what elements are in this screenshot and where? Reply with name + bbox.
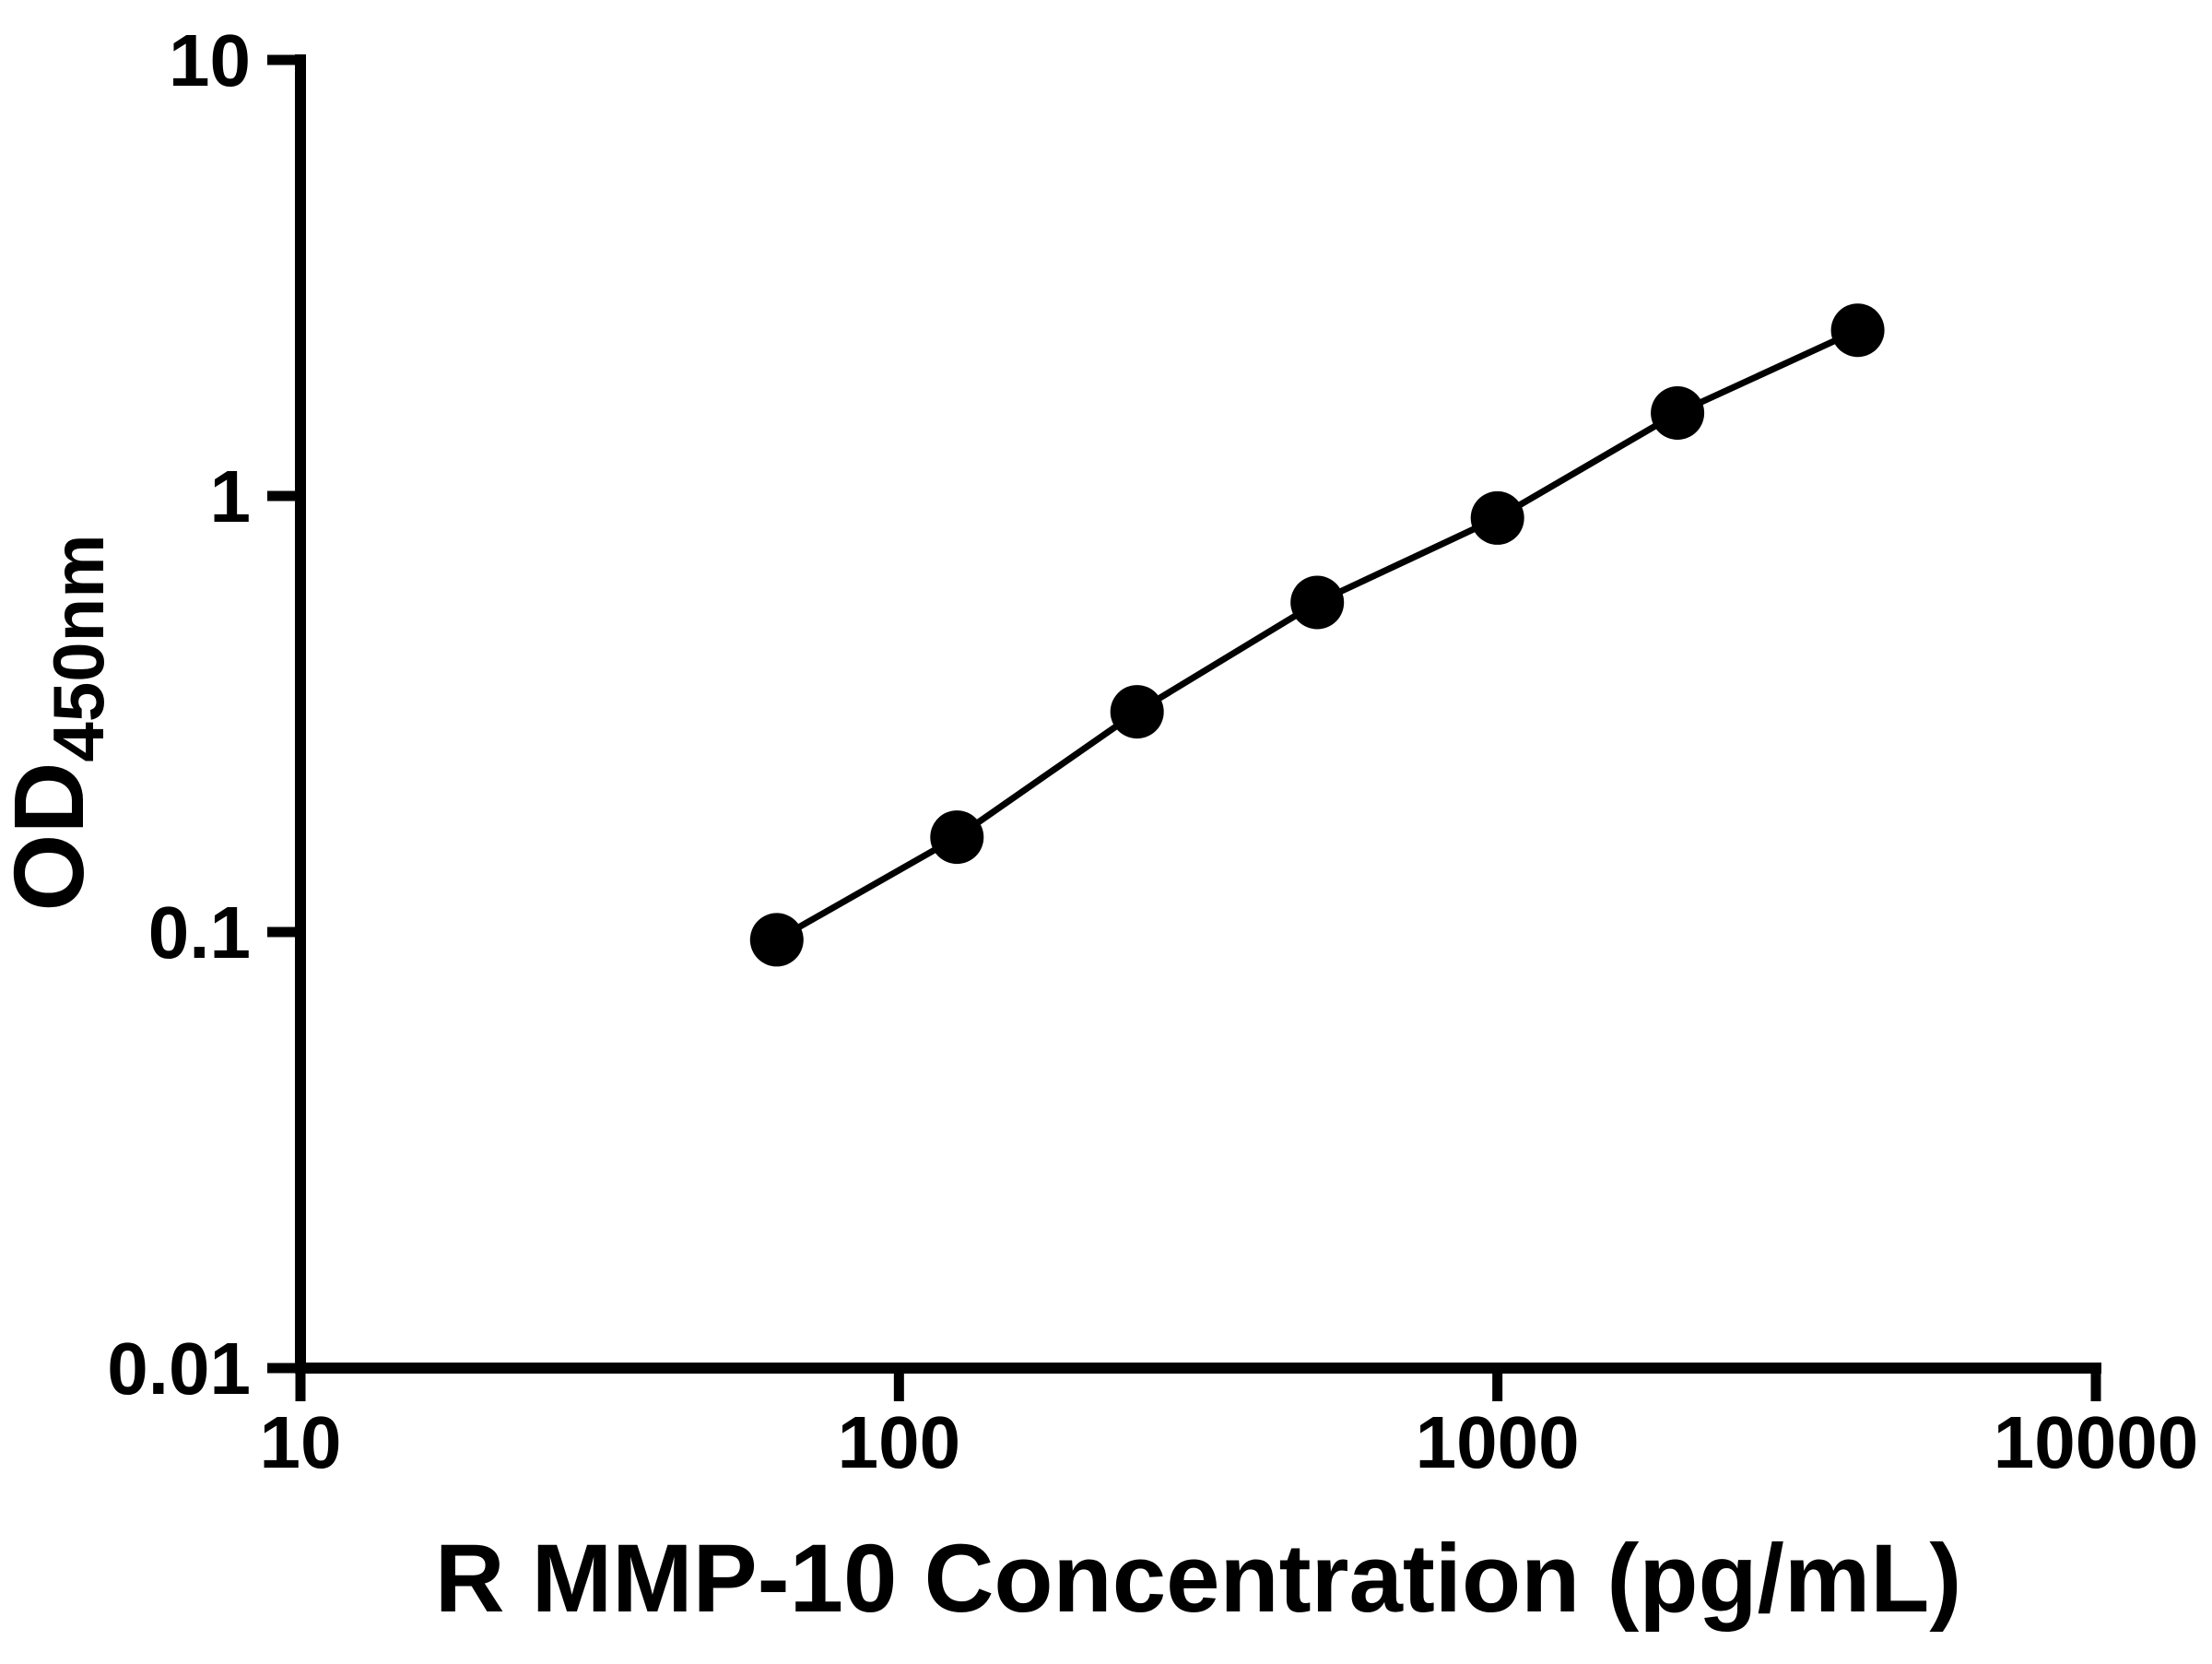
- y-axis-title-subscript: 450nm: [38, 534, 119, 761]
- data-point-marker: [749, 913, 804, 967]
- tick-marks-and-labels: 10 100 1000 10000 0.01 0.1 1 10: [107, 19, 2198, 1483]
- data-point-marker: [930, 810, 984, 865]
- data-point-marker: [1290, 575, 1345, 630]
- x-axis-tick-label: 1000: [1416, 1401, 1580, 1483]
- y-axis-tick-label: 0.1: [148, 891, 251, 974]
- axis-lines: [295, 54, 2101, 1374]
- data-point-marker: [1830, 303, 1885, 358]
- y-axis-tick-label: 1: [210, 455, 252, 537]
- y-axis-title-main: OD: [0, 762, 104, 912]
- x-axis-tick-label: 10000: [1994, 1401, 2198, 1483]
- axes: [295, 54, 2101, 1374]
- data-point-marker: [1651, 386, 1705, 440]
- y-axis-tick-label: 10: [169, 19, 251, 101]
- data-series: [749, 303, 1885, 967]
- x-axis-tick-label: 100: [838, 1401, 960, 1483]
- data-point-marker: [1470, 490, 1524, 545]
- x-axis-tick-label: 10: [260, 1401, 342, 1483]
- data-point-marker: [1110, 685, 1164, 739]
- y-axis-tick-label: 0.01: [107, 1328, 251, 1410]
- y-axis-title: OD450nm: [0, 534, 119, 911]
- x-axis-title: R MMP-10 Concentration (pg/mL): [435, 1525, 1962, 1633]
